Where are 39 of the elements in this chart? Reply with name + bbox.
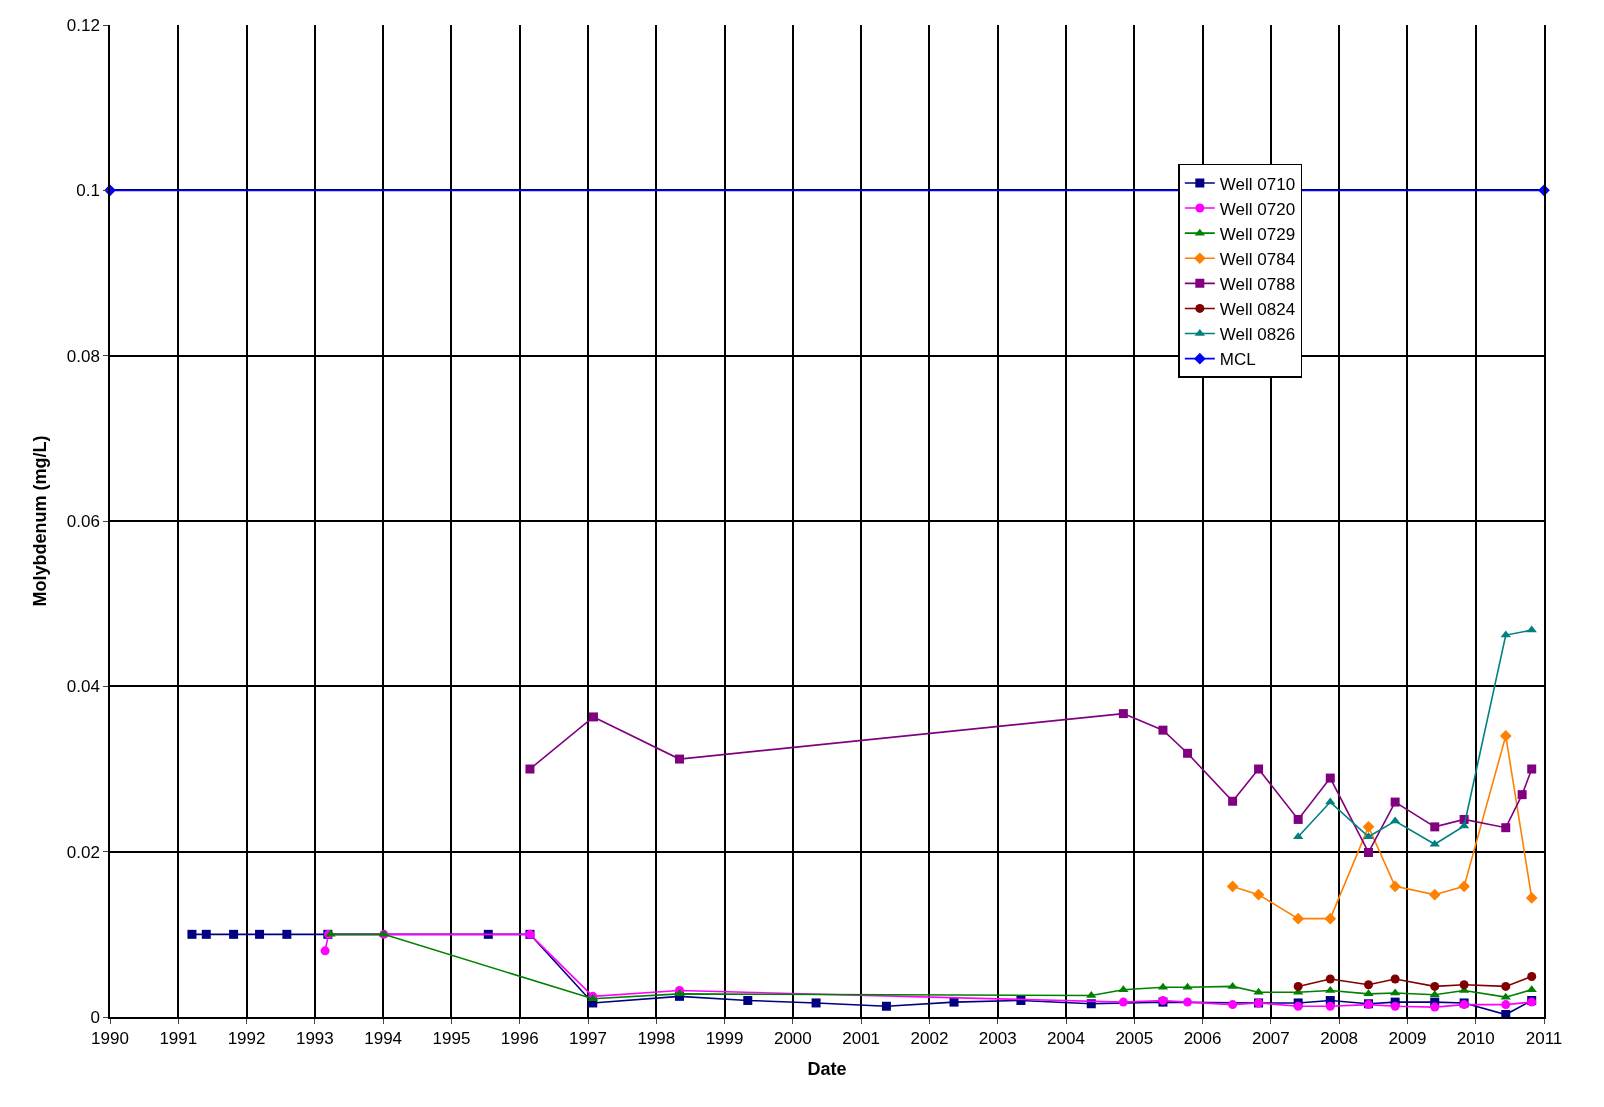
y-tick-label: 0.1 — [76, 181, 100, 201]
x-tick-label: 1993 — [295, 1029, 334, 1049]
y-tick-label: 0.04 — [66, 677, 100, 697]
y-tick-label: 0.02 — [66, 842, 100, 862]
legend-label: Well 0784 — [1219, 249, 1296, 269]
x-tick-label: 2008 — [1320, 1029, 1359, 1049]
legend-label: Well 0788 — [1219, 274, 1296, 294]
legend-label: Well 0729 — [1219, 224, 1296, 244]
x-tick-label: 2006 — [1183, 1029, 1222, 1049]
x-tick-label: 1991 — [159, 1029, 198, 1049]
legend-label: Well 0826 — [1219, 325, 1296, 345]
x-tick-label: 1999 — [705, 1029, 744, 1049]
y-tick-label: 0 — [90, 1007, 100, 1027]
x-axis-title: Date — [807, 1058, 847, 1079]
x-tick-label: 2000 — [773, 1029, 812, 1049]
x-tick-label: 2007 — [1251, 1029, 1290, 1049]
x-tick-label: 1996 — [500, 1029, 539, 1049]
x-tick-label: 1990 — [91, 1029, 129, 1049]
x-tick-label: 1998 — [637, 1029, 676, 1049]
x-tick-label: 2002 — [910, 1029, 949, 1049]
y-axis-title: Molybdenum (mg/L) — [30, 435, 51, 607]
x-tick-label: 2005 — [1115, 1029, 1154, 1049]
x-tick-label: 2011 — [1525, 1029, 1563, 1049]
x-tick-label: 2003 — [978, 1029, 1017, 1049]
legend-label: MCL — [1219, 350, 1256, 370]
x-tick-label: 2009 — [1388, 1029, 1427, 1049]
x-tick-label: 1995 — [432, 1029, 471, 1049]
x-tick-label: 1994 — [364, 1029, 403, 1049]
legend-label: Well 0710 — [1219, 174, 1296, 194]
y-tick-label: 0.12 — [66, 15, 100, 35]
x-tick-label: 1992 — [227, 1029, 266, 1049]
legend-label: Well 0824 — [1219, 300, 1296, 320]
y-tick-label: 0.08 — [66, 346, 100, 366]
x-tick-label: 2004 — [1047, 1029, 1085, 1049]
x-tick-label: 2010 — [1456, 1029, 1495, 1049]
x-tick-label: 1997 — [569, 1029, 607, 1049]
x-tick-label: 2001 — [842, 1029, 881, 1049]
legend-label: Well 0720 — [1219, 199, 1296, 219]
y-tick-label: 0.06 — [66, 511, 100, 531]
